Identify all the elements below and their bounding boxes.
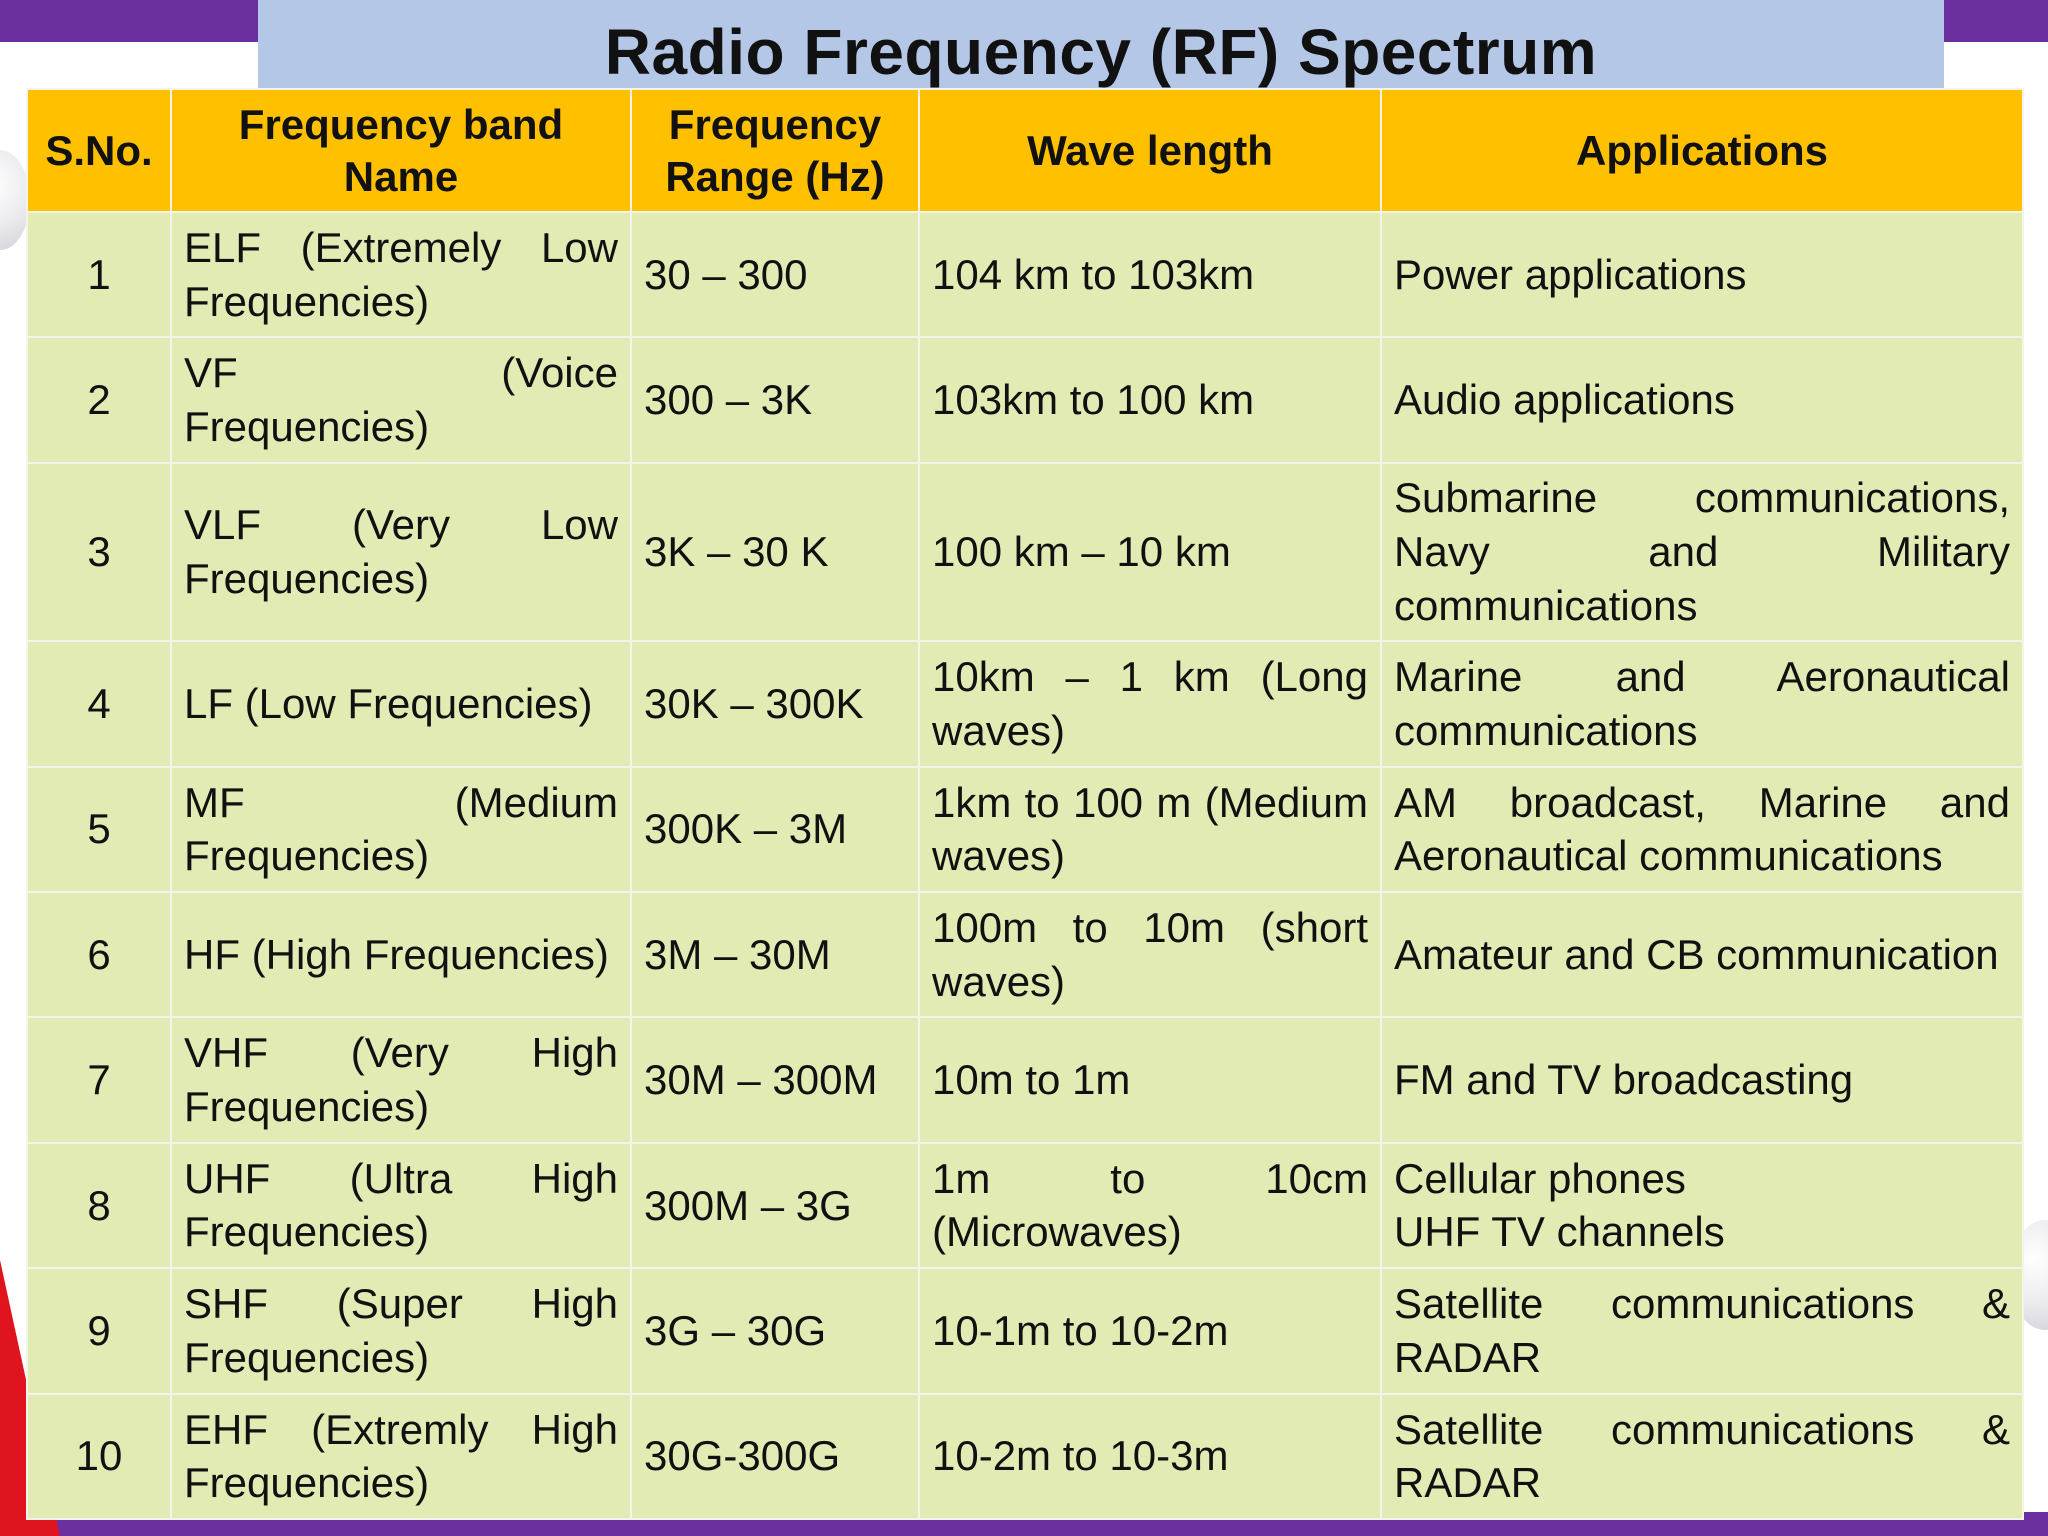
page-title: Radio Frequency (RF) Spectrum (604, 16, 1598, 88)
cell-wave-length: 10-2m to 10-3m (918, 1392, 1382, 1521)
cell-wave-length: 104 km to 103km (918, 210, 1382, 339)
cell-wave-length: 10-1m to 10-2m (918, 1267, 1382, 1395)
table-row: 1 ELF (Extremely Low Frequencies) 30 – 3… (26, 210, 2024, 339)
header-band-name: Frequency band Name (170, 88, 632, 213)
table-row: 10 EHF (Extremly High Frequencies) 30G-3… (26, 1392, 2024, 1521)
title-banner: Radio Frequency (RF) Spectrum (258, 0, 1944, 104)
cell-sno: 2 (26, 336, 172, 464)
table-header-row: S.No. Frequency band Name Frequency Rang… (26, 88, 2024, 213)
cell-band-name: VF (Voice Frequencies) (170, 336, 632, 464)
table-row: 6 HF (High Frequencies) 3M – 30M 100m to… (26, 891, 2024, 1019)
cell-frequency-range: 30 – 300 (630, 210, 920, 339)
cell-band-name: SHF (Super High Frequencies) (170, 1267, 632, 1395)
cell-applications: Power applications (1380, 210, 2024, 339)
table-row: 8 UHF (Ultra High Frequencies) 300M – 3G… (26, 1141, 2024, 1270)
application-line: Cellular phones (1394, 1154, 1686, 1202)
cell-band-name: VHF (Very High Frequencies) (170, 1016, 632, 1144)
table-row: 4 LF (Low Frequencies) 30K – 300K 10km –… (26, 640, 2024, 768)
cell-sno: 7 (26, 1016, 172, 1144)
header-sno: S.No. (26, 88, 172, 213)
cell-band-name: LF (Low Frequencies) (170, 640, 632, 768)
cell-sno: 9 (26, 1267, 172, 1395)
cell-sno: 10 (26, 1392, 172, 1521)
header-applications: Applications (1380, 88, 2024, 213)
cell-sno: 1 (26, 210, 172, 339)
cell-wave-length: 10m to 1m (918, 1016, 1382, 1144)
cell-frequency-range: 30K – 300K (630, 640, 920, 768)
header-frequency-range: Frequency Range (Hz) (630, 88, 920, 213)
cell-applications: FM and TV broadcasting (1380, 1016, 2024, 1144)
rf-spectrum-table: S.No. Frequency band Name Frequency Rang… (26, 88, 2024, 1521)
cell-wave-length: 1m to 10cm (Microwaves) (918, 1141, 1382, 1270)
cell-band-name: UHF (Ultra High Frequencies) (170, 1141, 632, 1270)
table-row: 7 VHF (Very High Frequencies) 30M – 300M… (26, 1016, 2024, 1144)
cell-applications: Satellite communications & RADAR (1380, 1392, 2024, 1521)
cell-band-name: HF (High Frequencies) (170, 891, 632, 1019)
cell-band-name: EHF (Extremly High Frequencies) (170, 1392, 632, 1521)
application-line: UHF TV channels (1394, 1208, 1725, 1256)
cell-band-name: VLF (Very Low Frequencies) (170, 461, 632, 643)
table-row: 9 SHF (Super High Frequencies) 3G – 30G … (26, 1267, 2024, 1395)
cell-applications: Marine and Aeronautical communications (1380, 640, 2024, 768)
cell-sno: 8 (26, 1141, 172, 1270)
cell-frequency-range: 30M – 300M (630, 1016, 920, 1144)
cell-band-name: MF (Medium Frequencies) (170, 765, 632, 894)
cell-frequency-range: 30G-300G (630, 1392, 920, 1521)
cell-wave-length: 103km to 100 km (918, 336, 1382, 464)
cell-sno: 5 (26, 765, 172, 894)
table-row: 2 VF (Voice Frequencies) 300 – 3K 103km … (26, 336, 2024, 464)
table-row: 3 VLF (Very Low Frequencies) 3K – 30 K 1… (26, 461, 2024, 643)
cell-frequency-range: 300 – 3K (630, 336, 920, 464)
cell-applications: Cellular phones UHF TV channels (1380, 1141, 2024, 1270)
cell-applications: AM broadcast, Marine and Aeronautical co… (1380, 765, 2024, 894)
header-wave-length: Wave length (918, 88, 1382, 213)
cell-applications: Submarine communications, Navy and Milit… (1380, 461, 2024, 643)
cell-frequency-range: 3G – 30G (630, 1267, 920, 1395)
cell-applications: Satellite communications & RADAR (1380, 1267, 2024, 1395)
cell-band-name: ELF (Extremely Low Frequencies) (170, 210, 632, 339)
cell-sno: 4 (26, 640, 172, 768)
cell-applications: Amateur and CB communication (1380, 891, 2024, 1019)
cell-frequency-range: 300K – 3M (630, 765, 920, 894)
cell-sno: 3 (26, 461, 172, 643)
cell-frequency-range: 3K – 30 K (630, 461, 920, 643)
cell-wave-length: 100m to 10m (short waves) (918, 891, 1382, 1019)
cell-frequency-range: 3M – 30M (630, 891, 920, 1019)
cell-wave-length: 10km – 1 km (Long waves) (918, 640, 1382, 768)
cell-sno: 6 (26, 891, 172, 1019)
cell-wave-length: 100 km – 10 km (918, 461, 1382, 643)
cell-frequency-range: 300M – 3G (630, 1141, 920, 1270)
cell-applications: Audio applications (1380, 336, 2024, 464)
cell-wave-length: 1km to 100 m (Medium waves) (918, 765, 1382, 894)
table-row: 5 MF (Medium Frequencies) 300K – 3M 1km … (26, 765, 2024, 894)
